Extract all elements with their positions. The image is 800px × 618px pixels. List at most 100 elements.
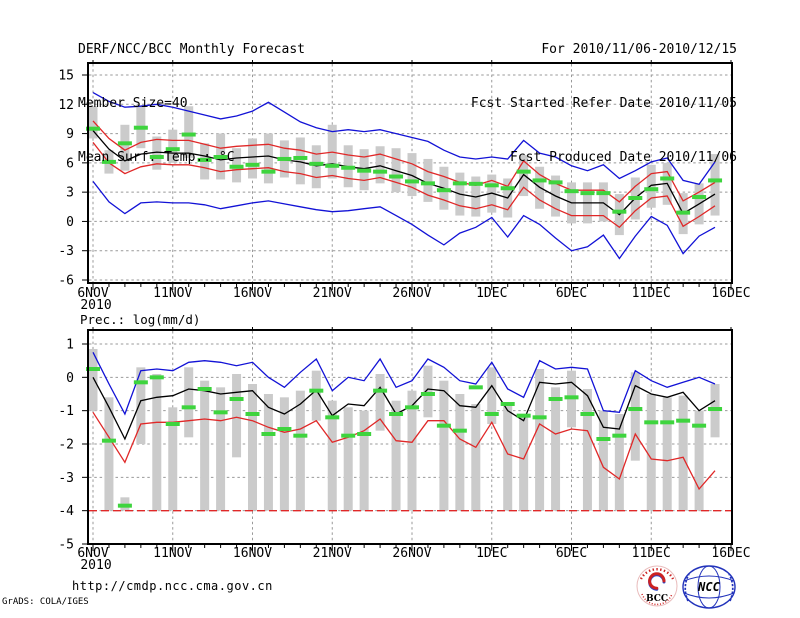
svg-text:-1: -1 [58,404,74,419]
series-ensemble-max [92,92,716,186]
bcc-logo-ring [636,565,678,607]
svg-text:21NOV: 21NOV [313,546,352,561]
observation-dash [309,161,324,166]
svg-text:-6: -6 [58,273,74,288]
observation-dash [676,210,691,215]
svg-text:11DEC: 11DEC [632,286,671,301]
observation-dash [293,433,308,438]
observation-dash [612,209,627,214]
observation-dash [245,162,260,167]
svg-text:12: 12 [58,98,74,113]
observation-dash [309,388,324,393]
observation-dash [436,423,451,428]
observation-dash [532,415,547,420]
observation-dash [452,428,467,433]
spread-bar [423,158,433,202]
spread-bar [263,393,273,511]
svg-text:16DEC: 16DEC [711,546,750,561]
svg-text:6DEC: 6DEC [556,546,587,561]
observation-dash [341,165,356,170]
spread-bar [343,407,353,511]
report-title: DERF/NCC/BCC Monthly Forecast [78,42,305,57]
ncc-logo-caption: NCC [697,580,720,594]
observation-dash [261,431,276,436]
series-lower-spread [92,142,716,229]
spread-bar [503,403,513,511]
forecast-range-label: For 2010/11/06-2010/12/15 [541,42,737,57]
svg-text:-2: -2 [58,437,74,452]
observation-dash [612,433,627,438]
x-axis-labels: 6NOV 11NOV 16NOV 21NOV 26NOV 1DEC 6DEC 11DEC 16D… [77,286,750,313]
x-axis-labels: 6NOV 11NOV 16NOV 21NOV 26NOV 1DEC 6DEC 11DEC 16D… [77,546,750,573]
observation-dash [628,406,643,411]
svg-text:0: 0 [66,215,74,230]
observation-dash [405,405,419,410]
temperature-chart-title: Mean Surf. Temp.: °C [78,150,235,165]
ncc-logo: NCC [682,565,736,609]
svg-text:26NOV: 26NOV [392,546,431,561]
observation-dash [133,380,148,385]
spread-bar [407,153,417,197]
svg-text:1: 1 [66,338,74,353]
ncc-logo-parallel-bottom [683,592,735,599]
spread-bar [598,182,608,222]
observation-dash [580,191,595,196]
grid-lines [89,331,731,543]
header-right: For 2010/11/06-2010/12/15 Fcst Started R… [471,5,737,203]
spread-bar [295,137,305,185]
observation-dash [373,388,388,393]
series-lower-spread [92,411,716,491]
spread-bar [551,387,561,511]
observation-dash [660,176,675,181]
plot-frame [87,62,733,284]
axis-ticks [82,327,732,551]
svg-text:21NOV: 21NOV [313,286,352,301]
logo-strip: BCC NCC [636,564,746,614]
observation-dash [692,423,707,428]
spread-bar [662,397,672,511]
svg-text:6DEC: 6DEC [556,286,587,301]
observation-dash [484,411,499,416]
svg-text:1DEC: 1DEC [476,546,507,561]
produced-date-label: Fcst Produced Date 2010/11/06 [510,150,737,165]
spread-bar [582,388,592,511]
svg-text:16DEC: 16DEC [711,286,750,301]
svg-text:3: 3 [66,186,74,201]
axis-ticks [82,60,732,290]
spread-bar [232,373,242,458]
observation-dash [277,156,292,161]
spread-bar [423,365,433,418]
bcc-logo-top-arc-text [639,568,675,580]
observation-dash [293,155,308,160]
svg-text:15: 15 [58,69,74,84]
spread-bar [88,349,98,411]
observation-dash [213,410,228,415]
spread-bar [295,390,305,511]
spread-bar [168,129,178,163]
ncc-logo-parallel-top [683,575,735,582]
svg-text:-3: -3 [58,471,74,486]
observation-dash [500,401,515,406]
observation-dash [564,189,579,194]
observation-dash [165,147,180,152]
ncc-logo-meridian [697,565,721,609]
spread-bar [710,154,720,216]
spread-bar [152,373,162,511]
observation-dash [452,181,467,186]
spread-bar [630,372,640,461]
observation-dash [548,180,563,185]
y-axis-labels: 1 0 -1 -2 -3 -4 -5 [58,338,74,553]
observation-dash [580,411,595,416]
observation-dash [644,420,659,425]
website-url: http://cmdp.ncc.cma.gov.cn [72,579,273,593]
svg-text:2010: 2010 [80,298,111,313]
observation-dash [229,164,244,169]
bcc-logo-caption: BCC [646,594,668,604]
observation-dash [117,503,132,508]
observation-dash [373,169,388,174]
observation-dash [325,415,340,420]
member-spread-bars [88,349,720,511]
spread-bar [184,106,194,158]
observation-dash [389,411,404,416]
observation-dash [181,132,196,137]
